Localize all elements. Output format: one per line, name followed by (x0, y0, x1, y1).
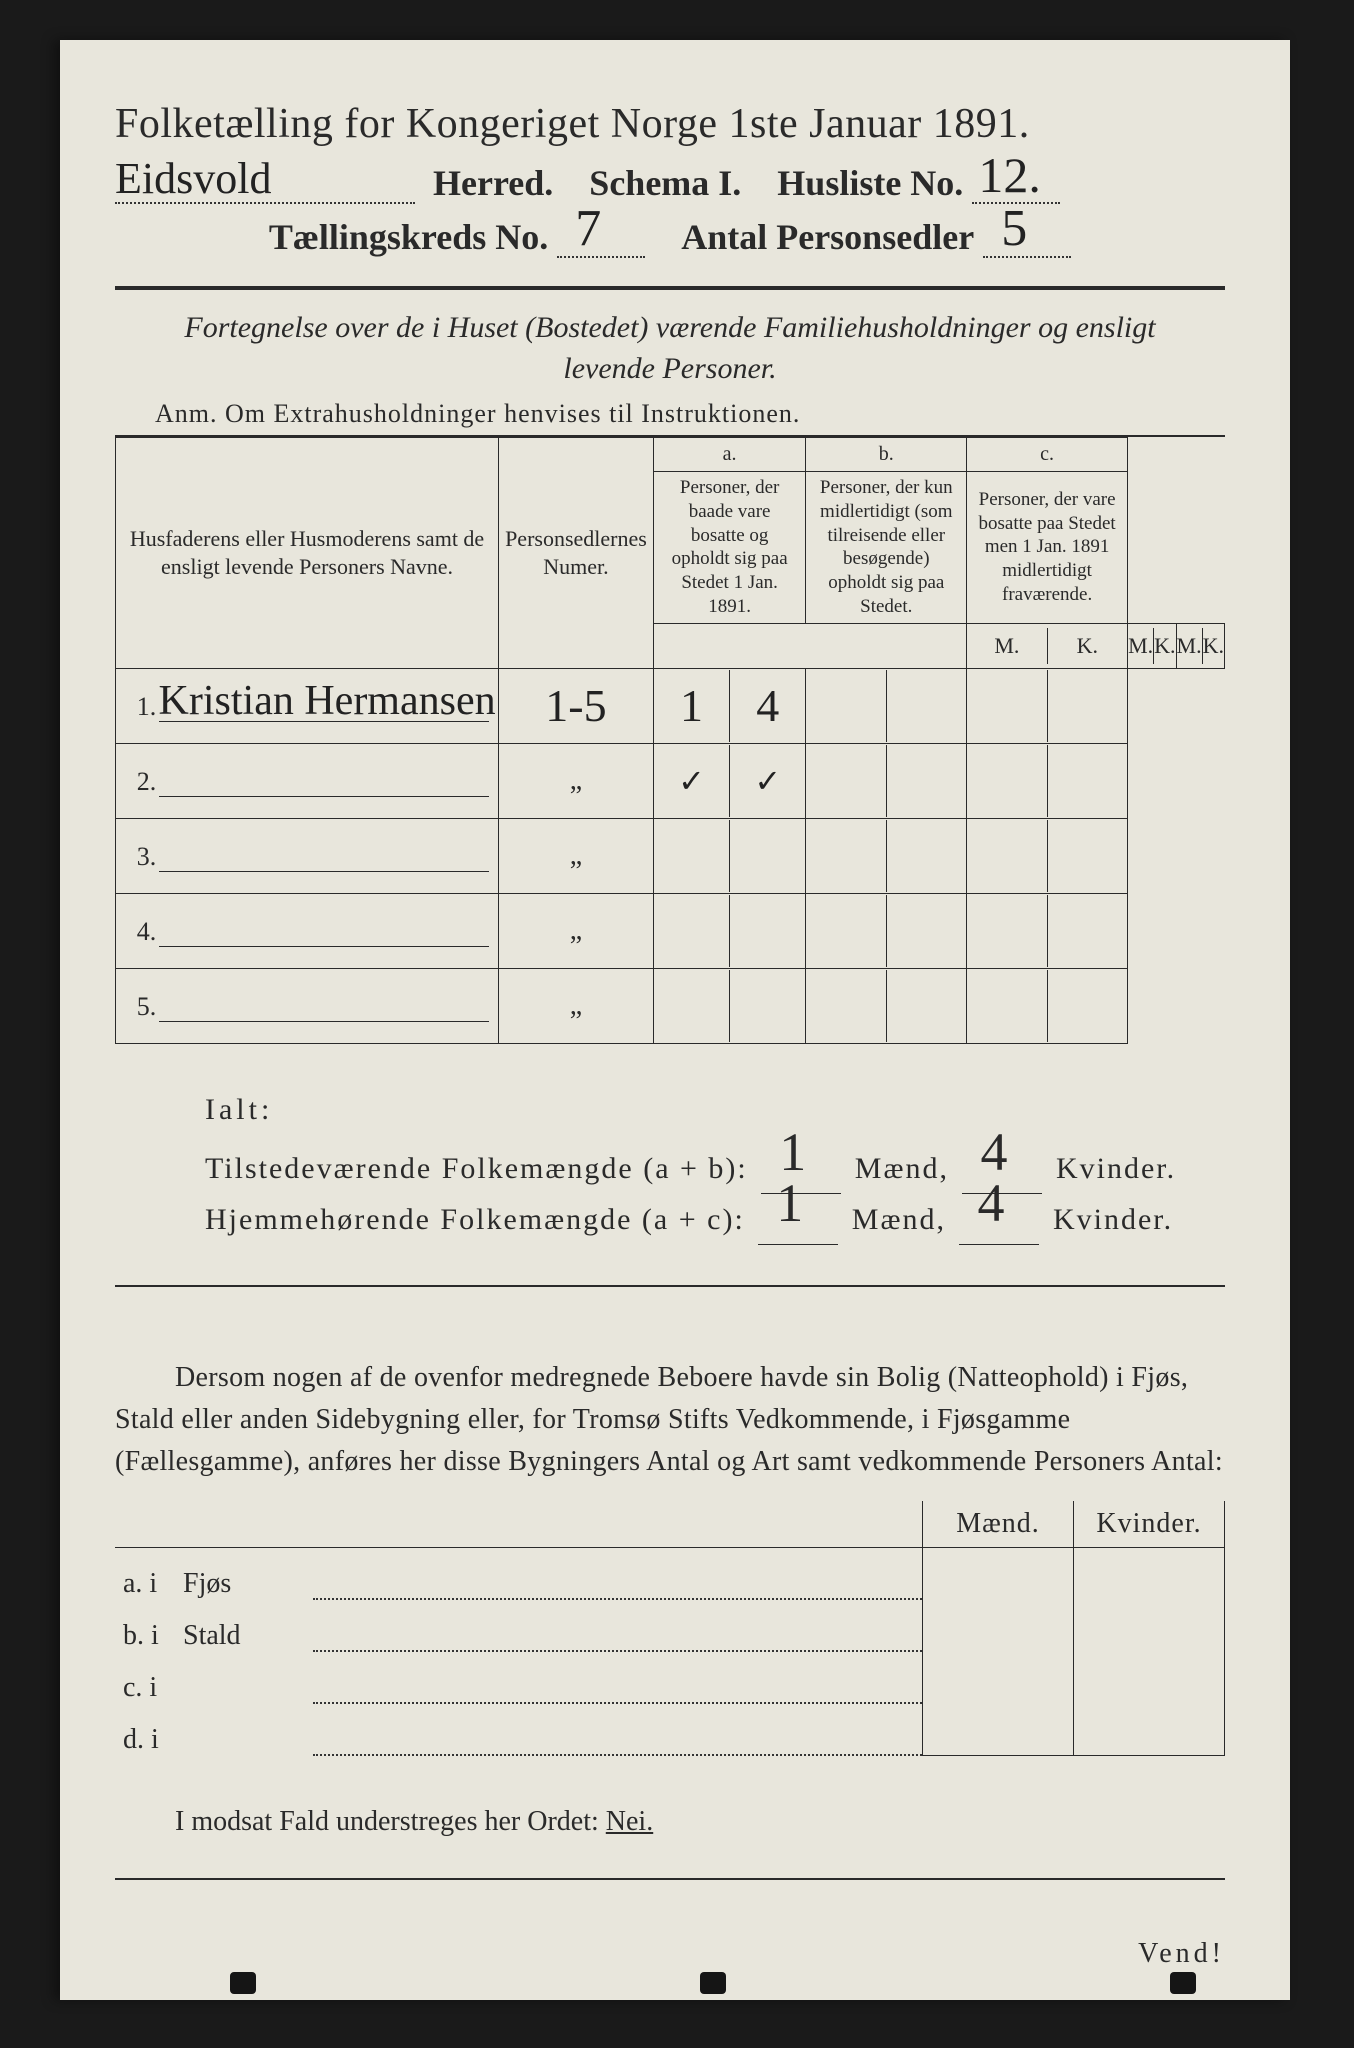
row-num: 4. (135, 917, 159, 947)
row-numcell: „ (570, 765, 582, 796)
lower-lab: c. i (115, 1672, 183, 1704)
lower-word: Stald (183, 1620, 313, 1652)
herred-value: Eidsvold (115, 153, 271, 204)
content: Folketælling for Kongeriget Norge 1ste J… (115, 100, 1225, 1880)
cell-a-k: ✓ (754, 762, 781, 800)
kvinder-label: Kvinder. (1053, 1203, 1173, 1236)
binding-hole-icon (700, 1972, 726, 1994)
col-a-k: K. (1048, 628, 1127, 664)
lower-head: Mænd. Kvinder. (115, 1501, 1225, 1548)
col-b-m: M. (1128, 628, 1154, 664)
table-row: 5. „ (116, 968, 1225, 1043)
nei-text: I modsat Fald understreges her Ordet: (175, 1806, 599, 1837)
title-text: Folketælling for Kongeriget Norge 1ste J… (115, 101, 976, 147)
divider-thin-2 (115, 1285, 1225, 1287)
col-a-m: M. (967, 628, 1047, 664)
col-c: Personer, der vare bosatte paa Stedet me… (967, 472, 1128, 624)
divider-thick (115, 286, 1225, 290)
husliste-label: Husliste No. (777, 163, 963, 203)
lower-lab: b. i (115, 1620, 183, 1652)
kreds-field: 7 (557, 226, 645, 258)
col-a-top: a. (653, 438, 806, 472)
row-num: 3. (135, 842, 159, 872)
totals-2-m: 1 (776, 1158, 805, 1250)
kreds-label: Tællingskreds No. (269, 217, 548, 257)
nei-line: I modsat Fald understreges her Ordet: Ne… (175, 1806, 1225, 1838)
col-b-k: K. (1154, 628, 1175, 664)
kvinder-label: Kvinder. (1056, 1152, 1176, 1185)
header-line-2: Eidsvold Herred. Schema I. Husliste No. … (115, 162, 1225, 204)
ialt-label: Ialt: (205, 1084, 1225, 1135)
col-c-k: K. (1203, 628, 1224, 664)
husliste-value: 12. (978, 146, 1041, 204)
cell-a-m: 1 (680, 679, 703, 732)
row-num: 1. (135, 692, 159, 722)
row-numcell: „ (570, 840, 582, 871)
lower-col-kvinder: Kvinder. (1073, 1501, 1225, 1547)
lower-row: a. i Fjøs (115, 1548, 1225, 1600)
table-row: 4. „ (116, 893, 1225, 968)
cell-a-k: 4 (756, 679, 779, 732)
col-a: Personer, der baade vare bosatte og opho… (653, 472, 806, 624)
header-line-3: Tællingskreds No. 7 Antal Personsedler 5 (115, 216, 1225, 258)
anm-note: Anm. Om Extrahusholdninger henvises til … (155, 399, 1225, 429)
kreds-value: 7 (575, 199, 601, 258)
page-sheet: Folketælling for Kongeriget Norge 1ste J… (60, 40, 1290, 2000)
maend-label: Mænd, (855, 1152, 949, 1185)
personsedler-field: 5 (983, 226, 1071, 258)
lower-lab: d. i (115, 1724, 183, 1756)
lower-table: Mænd. Kvinder. a. i Fjøs b. i Stald c. i (115, 1501, 1225, 1756)
totals-label-1: Tilstedeværende Folkemængde (a + b): (205, 1152, 748, 1185)
totals-label-2: Hjemmehørende Folkemængde (a + c): (205, 1203, 745, 1236)
row-num: 5. (135, 992, 159, 1022)
totals: Ialt: Tilstedeværende Folkemængde (a + b… (205, 1084, 1225, 1245)
col-b-top: b. (806, 438, 967, 472)
subtitle: Fortegnelse over de i Huset (Bostedet) v… (155, 308, 1185, 389)
lower-row: c. i (115, 1652, 1225, 1704)
totals-row-2: Hjemmehørende Folkemængde (a + c): 1 Mæn… (205, 1194, 1225, 1245)
lower-col-maend: Mænd. (922, 1501, 1073, 1547)
table-row: 1.Kristian Hermansen 1-5 14 (116, 668, 1225, 743)
col-c-m: M. (1177, 628, 1203, 664)
lower-row: d. i (115, 1704, 1225, 1756)
col-name: Husfaderens eller Husmoderens samt de en… (116, 438, 499, 669)
row-numcell: „ (570, 990, 582, 1021)
herred-label: Herred. (433, 163, 553, 203)
maend-label: Mænd, (852, 1203, 946, 1236)
personsedler-value: 5 (1001, 199, 1027, 258)
title-year: 91. (976, 101, 1030, 147)
divider-thin-3 (115, 1878, 1225, 1880)
lower-row: b. i Stald (115, 1600, 1225, 1652)
schema-label: Schema I. (589, 163, 741, 203)
row-numcell: 1-5 (545, 680, 606, 731)
lower-word: Fjøs (183, 1568, 313, 1600)
lower-lab: a. i (115, 1568, 183, 1600)
binding-hole-icon (230, 1972, 256, 1994)
totals-2-k: 4 (977, 1158, 1006, 1250)
col-num: Personsedlernes Numer. (499, 438, 654, 669)
personsedler-label: Antal Personsedler (681, 217, 974, 257)
title: Folketælling for Kongeriget Norge 1ste J… (115, 100, 1225, 148)
col-c-top: c. (967, 438, 1128, 472)
binding-hole-icon (1170, 1972, 1196, 1994)
col-b: Personer, der kun midlertidigt (som tilr… (806, 472, 967, 624)
vend-label: Vend! (1138, 1938, 1225, 1970)
cell-a-m: ✓ (678, 762, 705, 800)
row-numcell: „ (570, 915, 582, 946)
row-num: 2. (135, 767, 159, 797)
totals-row-1: Tilstedeværende Folkemængde (a + b): 1 M… (205, 1143, 1225, 1194)
nei-word: Nei. (606, 1806, 653, 1837)
table-row: 2. „ ✓ ✓ (116, 743, 1225, 818)
row-name: Kristian Hermansen (159, 677, 496, 725)
census-table: Husfaderens eller Husmoderens samt de en… (115, 437, 1225, 1044)
herred-field: Eidsvold (115, 172, 415, 204)
table-row: 3. „ (116, 818, 1225, 893)
instructions-paragraph: Dersom nogen af de ovenfor medregnede Be… (115, 1357, 1225, 1483)
